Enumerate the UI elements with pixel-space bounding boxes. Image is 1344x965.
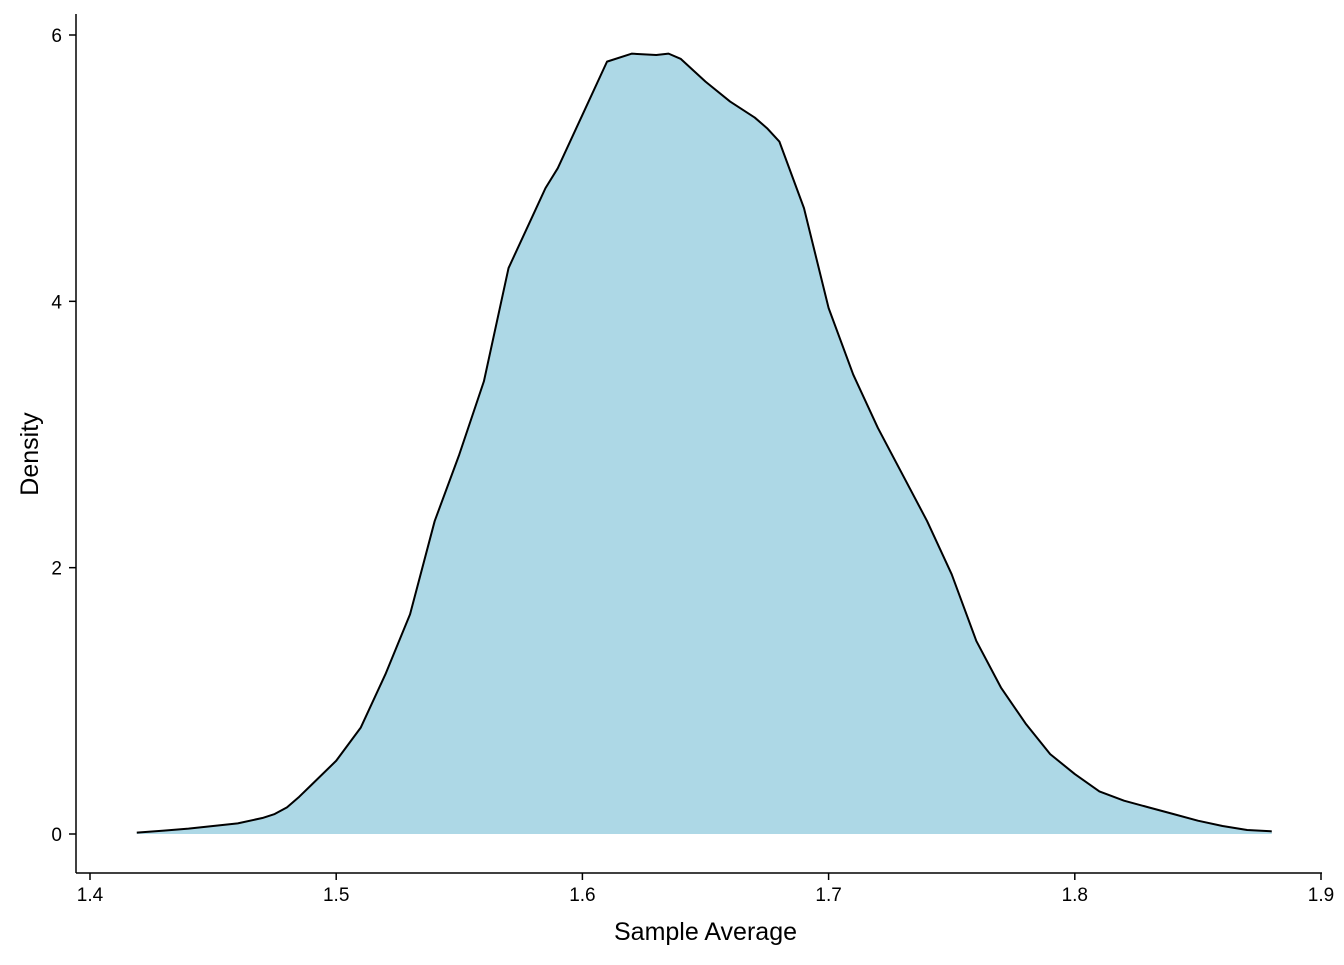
density-area-fill: [136, 53, 1272, 834]
x-tick-label: 1.8: [1062, 885, 1088, 906]
y-ticks: 0 2 4 6: [51, 26, 76, 846]
y-tick-label: 4: [51, 292, 62, 313]
x-tick-label: 1.5: [323, 885, 349, 906]
y-tick-label: 0: [51, 825, 62, 846]
density-curve-line: [136, 52, 1272, 834]
x-tick-label: 1.7: [815, 885, 841, 906]
x-tick-label: 1.4: [77, 885, 104, 906]
axes-layer: [75, 14, 1322, 874]
density-area-layer: [136, 52, 1272, 834]
y-tick-label: 2: [51, 559, 62, 580]
y-axis-title: Density: [16, 412, 44, 496]
x-tick-label: 1.9: [1308, 885, 1334, 906]
x-ticks: 1.4 1.5 1.6 1.7 1.8 1.9: [77, 873, 1334, 906]
x-axis-title: Sample Average: [614, 918, 797, 946]
x-tick-label: 1.6: [569, 885, 595, 906]
y-tick-label: 6: [51, 26, 62, 47]
